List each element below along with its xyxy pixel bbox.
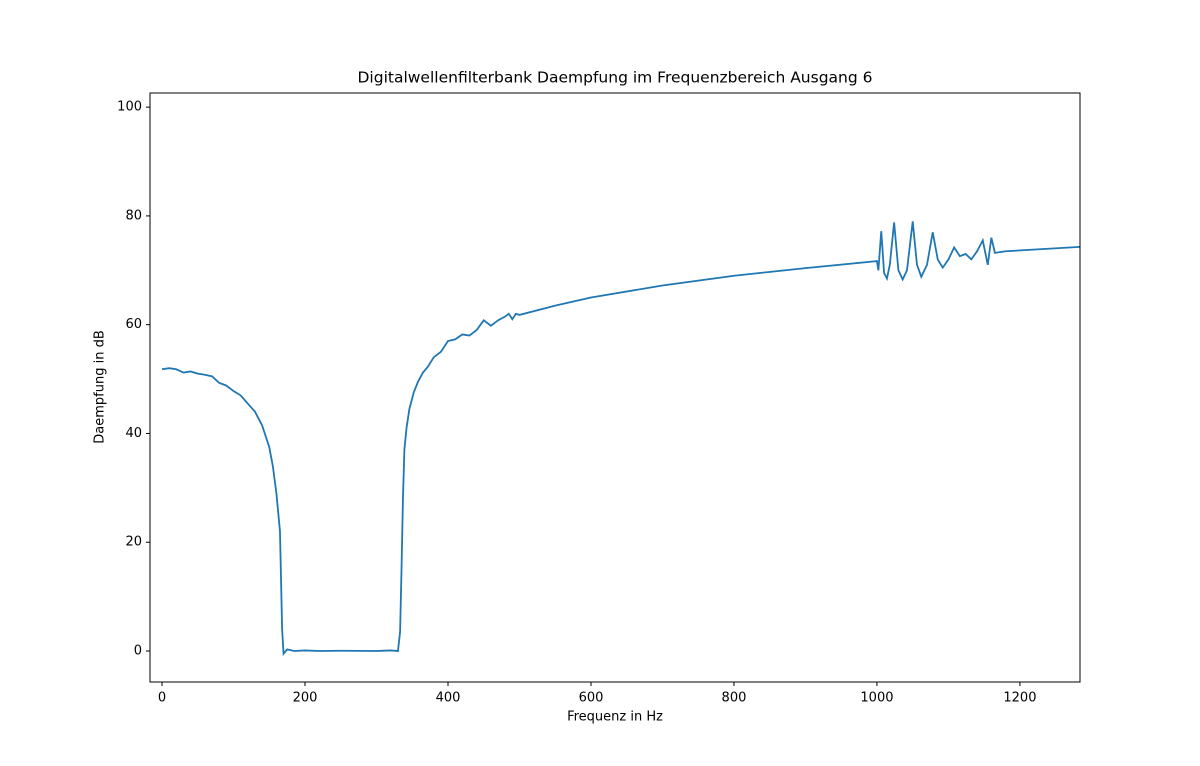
y-tick-label: 60 [125,317,142,332]
y-tick-label: 0 [134,644,142,659]
line [161,221,1081,657]
x-axis-label: Frequenz in Hz [567,710,663,725]
y-tick-label: 100 [117,100,142,115]
x-tick-label: 400 [436,691,461,706]
y-tick-label: 40 [125,426,142,441]
x-tick-label: 800 [722,691,747,706]
y-axis-label: Daempfung in dB [93,330,108,443]
x-tick-label: 0 [158,691,166,706]
x-tick-label: 1200 [1003,691,1036,706]
y-tick-label: 20 [125,535,142,550]
x-tick-label: 200 [293,691,318,706]
x-tick-label: 600 [579,691,604,706]
chart-title: Digitalwellenfilterbank Daempfung im Fre… [357,69,872,87]
plot-frame [149,92,1081,683]
x-tick-label: 1000 [860,691,893,706]
y-tick-label: 80 [125,208,142,223]
